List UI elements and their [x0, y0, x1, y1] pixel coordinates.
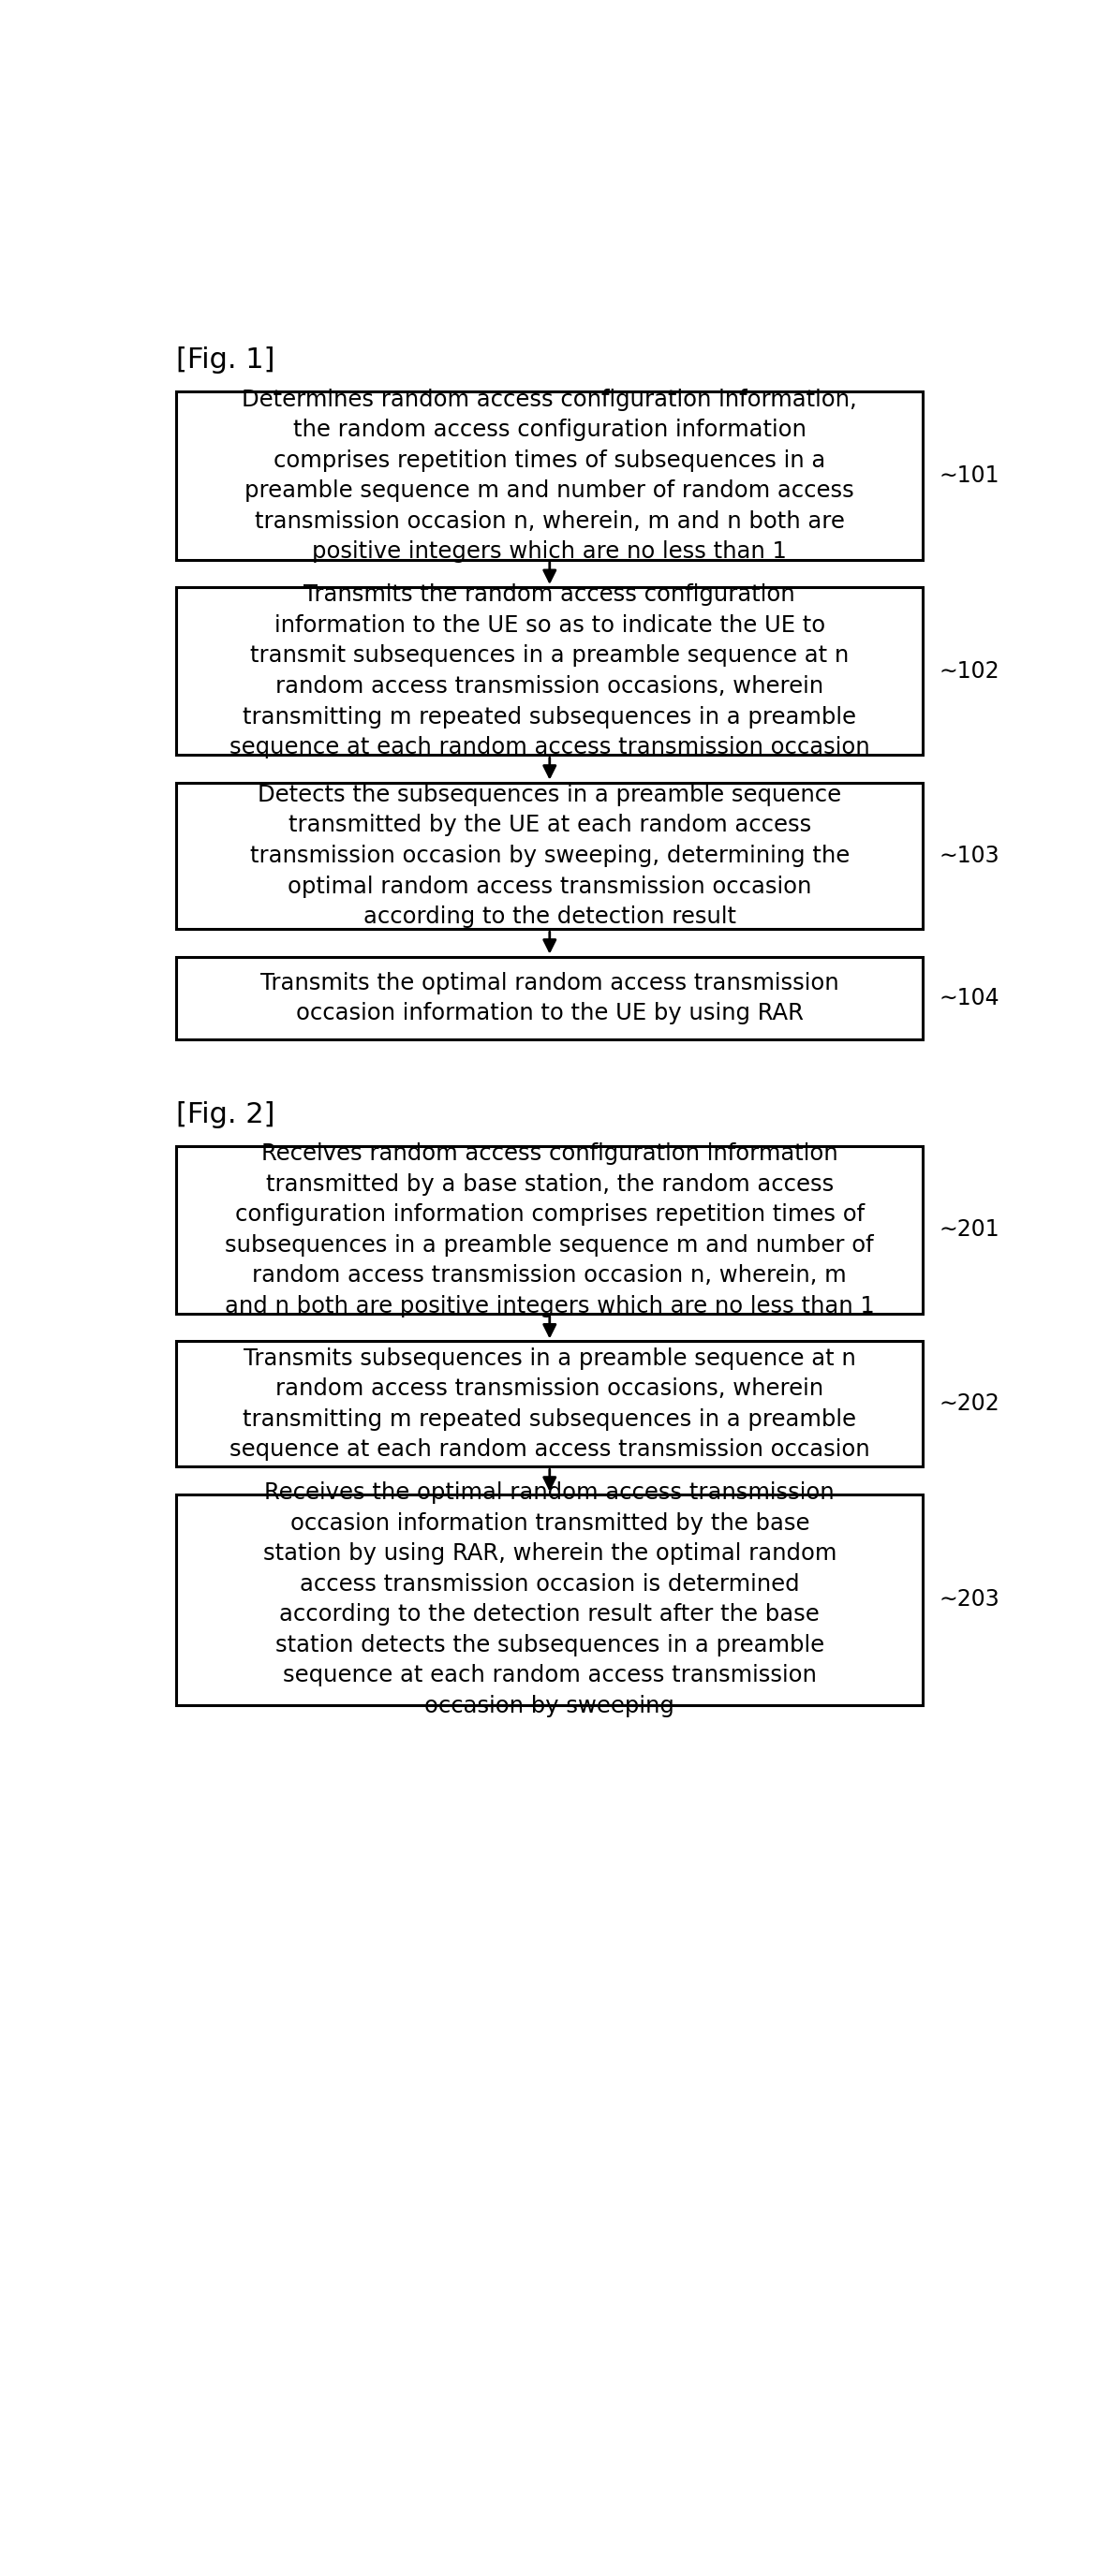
Text: ∼102: ∼102	[939, 659, 999, 683]
Text: ∼203: ∼203	[939, 1589, 999, 1610]
Bar	[176, 956, 922, 1041]
Text: [Fig. 2]: [Fig. 2]	[176, 1100, 275, 1128]
Text: Determines random access configuration information,
the random access configurat: Determines random access configuration i…	[242, 389, 857, 564]
Bar	[176, 587, 922, 755]
Bar	[176, 1494, 922, 1705]
Bar	[176, 783, 922, 930]
Bar	[176, 392, 922, 559]
Text: Detects the subsequences in a preamble sequence
transmitted by the UE at each ra: Detects the subsequences in a preamble s…	[250, 783, 849, 927]
Text: ∼101: ∼101	[939, 464, 999, 487]
Bar	[176, 1146, 922, 1314]
Text: ∼104: ∼104	[939, 987, 999, 1010]
Text: ∼201: ∼201	[939, 1218, 999, 1242]
Bar	[176, 1342, 922, 1466]
Text: Receives random access configuration information
transmitted by a base station, : Receives random access configuration inf…	[224, 1144, 875, 1316]
Text: Transmits the random access configuration
information to the UE so as to indicat: Transmits the random access configuratio…	[230, 585, 870, 757]
Text: ∼202: ∼202	[939, 1394, 999, 1414]
Text: [Fig. 1]: [Fig. 1]	[176, 348, 275, 374]
Text: Transmits the optimal random access transmission
occasion information to the UE : Transmits the optimal random access tran…	[261, 971, 839, 1025]
Text: Transmits subsequences in a preamble sequence at n
random access transmission oc: Transmits subsequences in a preamble seq…	[230, 1347, 870, 1461]
Text: Receives the optimal random access transmission
occasion information transmitted: Receives the optimal random access trans…	[263, 1481, 837, 1718]
Text: ∼103: ∼103	[939, 845, 999, 868]
